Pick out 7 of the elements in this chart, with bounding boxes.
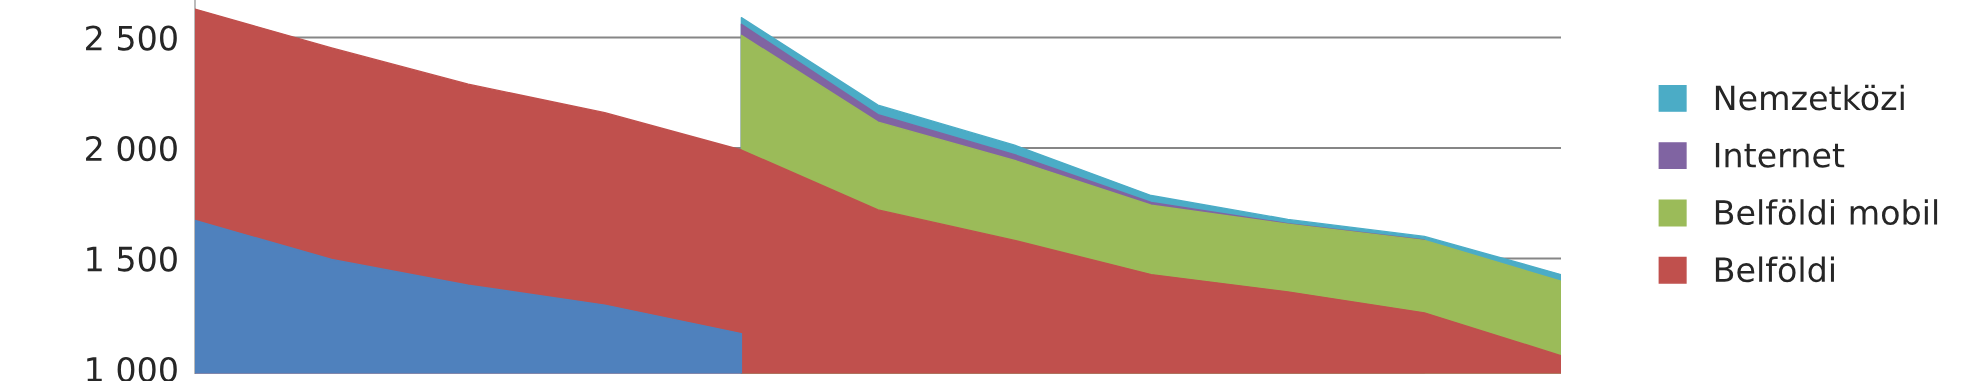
legend-label: Belföldi (1715, 256, 1834, 283)
legend-label: Belföldi mobil (1715, 199, 1938, 225)
y-tick-label: 2 500 (86, 25, 177, 51)
y-tick-label: 1 500 (87, 246, 177, 272)
y-tick-label: 2 000 (86, 135, 177, 162)
legend-label: Nemzetközi (1715, 84, 1904, 111)
legend-label: Internet (1715, 142, 1845, 168)
